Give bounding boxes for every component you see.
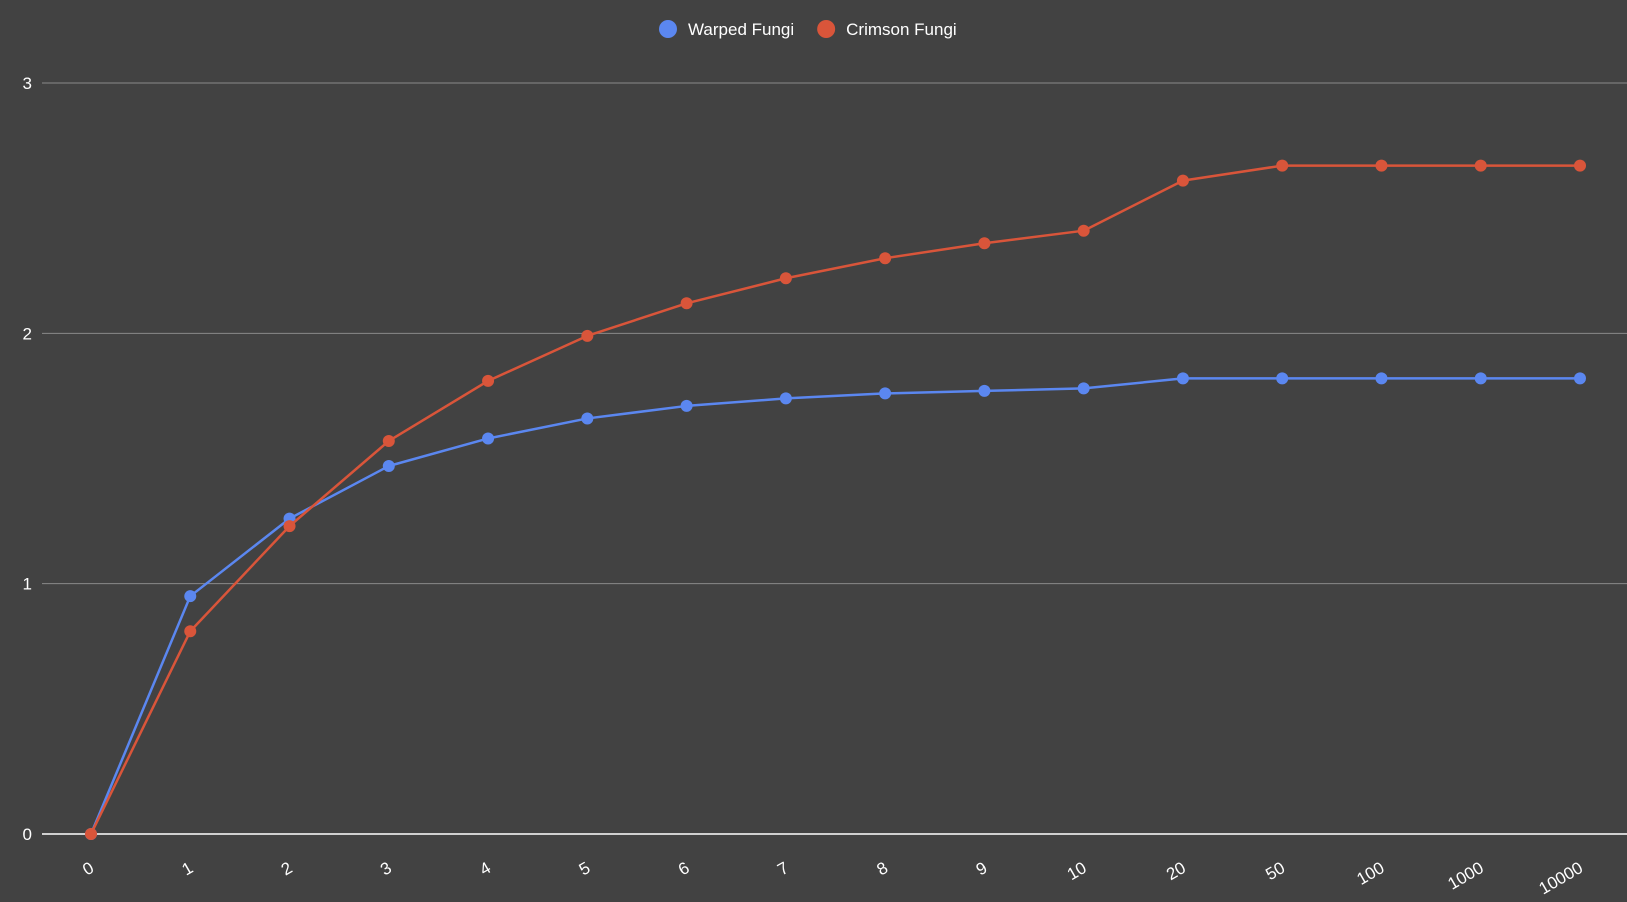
grid-layer (42, 82, 1627, 835)
data-point[interactable] (680, 399, 693, 412)
legend-marker (817, 20, 836, 38)
data-point[interactable] (1474, 372, 1487, 385)
x-tick-label: 10000 (1536, 858, 1586, 898)
x-tick-label: 50 (1262, 858, 1288, 884)
data-point[interactable] (1176, 372, 1189, 385)
x-tick-label: 9 (973, 858, 991, 879)
data-point[interactable] (184, 590, 197, 603)
data-point[interactable] (779, 392, 792, 405)
legend-item[interactable]: Crimson Fungi (817, 20, 957, 39)
data-point[interactable] (85, 828, 97, 840)
axis-layer: 0 1 2 3 0 1 2 3 4 5 6 7 8 9 10 20 50 100 1000 10000 (23, 74, 1587, 898)
series-warped-fungi (85, 372, 1586, 840)
data-point[interactable] (184, 625, 197, 638)
series-layer (85, 159, 1586, 840)
data-point[interactable] (879, 387, 892, 400)
x-tick-label: 100 (1353, 858, 1387, 889)
data-point[interactable] (978, 237, 991, 250)
y-tick-label: 2 (23, 324, 32, 343)
series-crimson-fungi (85, 159, 1586, 840)
x-tick-label: 5 (576, 858, 594, 879)
data-point[interactable] (978, 384, 991, 397)
data-point[interactable] (1077, 382, 1090, 395)
data-point[interactable] (1375, 372, 1388, 385)
data-point[interactable] (1375, 159, 1388, 172)
data-point[interactable] (382, 434, 395, 447)
data-point[interactable] (283, 520, 296, 533)
data-point[interactable] (879, 252, 892, 265)
data-point[interactable] (1474, 159, 1487, 172)
data-point[interactable] (1276, 159, 1289, 172)
legend-item[interactable]: Warped Fungi (659, 20, 794, 39)
x-tick-label: 1 (179, 858, 197, 879)
data-point[interactable] (680, 297, 693, 310)
x-tick-label: 4 (476, 858, 494, 879)
legend-label: Warped Fungi (688, 20, 794, 39)
data-point[interactable] (1077, 224, 1090, 237)
x-tick-label: 2 (278, 858, 296, 879)
x-tick-label: 8 (874, 858, 892, 879)
legend[interactable]: Warped Fungi Crimson Fungi (659, 20, 957, 39)
x-tick-label: 6 (675, 858, 693, 879)
data-point[interactable] (1574, 159, 1586, 172)
data-point[interactable] (581, 329, 594, 342)
data-point[interactable] (779, 272, 792, 285)
data-point[interactable] (1276, 372, 1289, 385)
data-point[interactable] (382, 460, 395, 473)
x-tick-label: 3 (377, 858, 395, 879)
data-point[interactable] (581, 412, 594, 425)
x-tick-label: 10 (1064, 858, 1090, 884)
legend-label: Crimson Fungi (846, 20, 957, 39)
x-tick-label: 0 (79, 858, 97, 879)
data-point[interactable] (482, 432, 495, 445)
y-tick-label: 0 (23, 825, 32, 844)
data-point[interactable] (1574, 372, 1586, 385)
x-tick-label: 1000 (1445, 858, 1487, 893)
x-tick-label: 7 (774, 858, 792, 879)
x-tick-label: 20 (1163, 858, 1189, 884)
y-tick-label: 3 (23, 74, 32, 93)
y-tick-label: 1 (23, 575, 32, 594)
series-line (89, 377, 1580, 835)
series-line (89, 164, 1580, 835)
data-point[interactable] (482, 374, 495, 387)
data-point[interactable] (1176, 174, 1189, 187)
legend-marker (659, 20, 677, 38)
